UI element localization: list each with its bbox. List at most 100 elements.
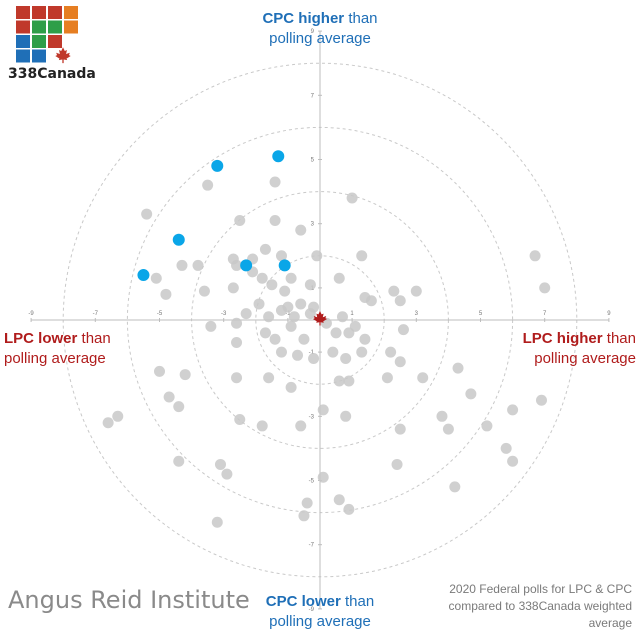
pollster-name: Angus Reid Institute <box>8 586 250 614</box>
other-poll-point <box>317 471 329 483</box>
y-tick-label: -7 <box>309 543 315 549</box>
other-poll-point <box>317 404 329 416</box>
logo-square <box>32 49 46 63</box>
other-poll-point <box>173 401 185 413</box>
label-cpc-lower: CPC lower than polling average <box>220 592 420 632</box>
other-poll-point <box>340 353 352 365</box>
other-poll-point <box>391 458 403 470</box>
other-poll-point <box>333 272 345 284</box>
other-poll-point <box>308 353 320 365</box>
other-poll-point <box>266 279 278 291</box>
x-tick-label: -3 <box>221 311 227 317</box>
x-tick-label: 5 <box>479 311 483 317</box>
y-tick-label: -9 <box>309 607 315 613</box>
other-poll-point <box>295 420 307 432</box>
label-lpc-higher-strong: LPC higher <box>522 330 603 347</box>
other-poll-point <box>436 410 448 422</box>
other-poll-point <box>340 410 352 422</box>
highlighted-poll-point <box>278 259 291 272</box>
other-poll-point <box>288 311 300 323</box>
highlighted-poll-point <box>211 159 224 172</box>
other-poll-point <box>234 214 246 226</box>
y-tick-label: -1 <box>309 350 315 356</box>
logo-square <box>16 6 30 19</box>
other-poll-point <box>298 333 310 345</box>
other-poll-point <box>410 285 422 297</box>
other-poll-point <box>333 375 345 387</box>
other-poll-point <box>507 455 519 467</box>
logo-square <box>48 20 62 34</box>
other-poll-point <box>481 420 493 432</box>
other-poll-point <box>275 304 287 316</box>
other-poll-point <box>346 192 358 204</box>
label-lpc-lower-rest: than <box>77 330 111 347</box>
logo-grid-icon <box>16 6 78 64</box>
other-poll-point <box>198 285 210 297</box>
other-poll-point <box>529 250 541 262</box>
other-poll-point <box>381 372 393 384</box>
other-poll-point <box>343 503 355 515</box>
other-poll-point <box>253 298 265 310</box>
x-tick-label: -1 <box>285 311 291 317</box>
other-poll-point <box>388 285 400 297</box>
other-poll-point <box>385 346 397 358</box>
label-lpc-lower-line2: polling average <box>4 350 106 367</box>
label-lpc-lower-strong: LPC lower <box>4 330 78 347</box>
other-poll-point <box>304 279 316 291</box>
label-cpc-lower-rest: than <box>340 593 375 610</box>
label-lpc-higher-line2: polling average <box>534 350 636 367</box>
highlighted-poll-point <box>137 269 150 282</box>
y-tick-label: 3 <box>311 222 315 228</box>
label-cpc-higher: CPC higher than polling average <box>220 9 420 49</box>
x-tick-label: 3 <box>415 311 419 317</box>
logo-square <box>16 20 30 34</box>
logo-338canada <box>8 6 88 86</box>
highlighted-poll-point <box>272 150 285 163</box>
logo-square <box>64 6 78 19</box>
other-poll-point <box>449 481 461 493</box>
other-poll-point <box>141 208 153 220</box>
other-polls-points <box>102 176 551 528</box>
y-tick-label: 9 <box>311 29 315 35</box>
other-poll-point <box>179 369 191 381</box>
maple-leaf-icon <box>313 311 327 326</box>
other-poll-point <box>160 288 172 300</box>
other-poll-point <box>336 311 348 323</box>
x-tick-label: 7 <box>543 311 547 317</box>
other-poll-point <box>394 423 406 435</box>
other-poll-point <box>539 282 551 294</box>
label-cpc-higher-rest: than <box>344 10 378 27</box>
logo-square <box>32 20 46 34</box>
other-poll-point <box>295 224 307 236</box>
other-poll-point <box>397 324 409 336</box>
other-poll-point <box>192 259 204 271</box>
highlighted-pollster-points <box>137 150 291 282</box>
other-poll-point <box>102 417 114 429</box>
other-poll-point <box>263 372 275 384</box>
other-poll-point <box>356 250 368 262</box>
y-tick-label: 5 <box>311 158 315 164</box>
logo-maple-leaf-icon <box>55 47 71 64</box>
other-poll-point <box>263 311 275 323</box>
other-poll-point <box>356 346 368 358</box>
label-lpc-higher-rest: than <box>602 330 636 347</box>
other-poll-point <box>259 327 271 339</box>
other-poll-point <box>394 356 406 368</box>
other-poll-point <box>176 259 188 271</box>
other-poll-point <box>442 423 454 435</box>
other-poll-point <box>227 282 239 294</box>
other-poll-point <box>285 381 297 393</box>
x-tick-label: 1 <box>350 311 354 317</box>
other-poll-point <box>231 259 243 271</box>
other-poll-point <box>269 214 281 226</box>
other-poll-point <box>301 497 313 509</box>
y-tick-label: -3 <box>309 414 315 420</box>
other-poll-point <box>285 320 297 332</box>
other-poll-point <box>256 420 268 432</box>
other-poll-point <box>240 308 252 320</box>
other-poll-point <box>535 394 547 406</box>
other-poll-point <box>365 295 377 307</box>
logo-square <box>64 20 78 34</box>
x-tick-label: -5 <box>157 311 163 317</box>
